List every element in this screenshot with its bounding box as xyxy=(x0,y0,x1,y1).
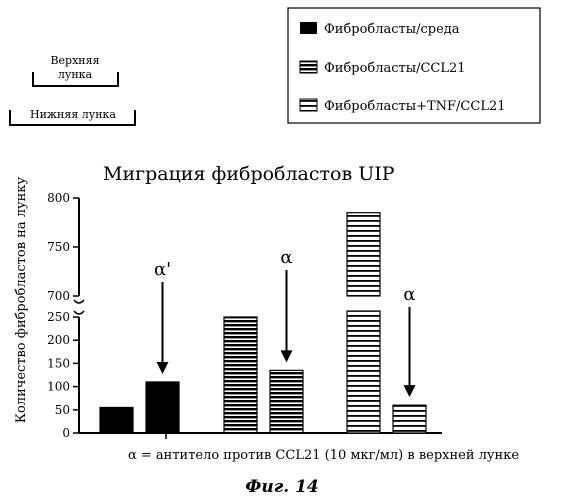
bar xyxy=(393,405,426,433)
upper-well-label-line2: лунка xyxy=(58,68,93,81)
bar xyxy=(224,317,257,433)
y-tick-label: 750 xyxy=(47,240,70,254)
legend-label-ccl21: Фибробласты/CCL21 xyxy=(324,61,466,76)
y-tick-label: 250 xyxy=(47,310,70,324)
legend-label-medium: Фибробласты/среда xyxy=(324,22,460,37)
footnote: α = антитело против CCL21 (10 мкг/мл) в … xyxy=(128,448,519,463)
annotation-arrow-head xyxy=(157,362,169,374)
transwell-diagram: Верхняя лунка Нижняя лунка xyxy=(10,54,135,125)
legend-label-tnf-ccl21: Фибробласты+TNF/CCL21 xyxy=(324,99,506,114)
figure-caption: Фиг. 14 xyxy=(245,477,319,497)
chart-title: Миграция фибробластов UIP xyxy=(103,163,395,185)
bar-upper-part xyxy=(347,213,380,296)
chart-bars xyxy=(100,213,426,433)
y-tick-label: 700 xyxy=(47,289,70,303)
legend-swatch-solid xyxy=(300,22,317,34)
bar xyxy=(100,407,133,433)
y-tick-label: 100 xyxy=(47,380,70,394)
y-tick-label: 200 xyxy=(47,333,70,347)
legend-swatch-dense-hatch xyxy=(300,61,317,73)
bar xyxy=(146,382,179,433)
legend: Фибробласты/среда Фибробласты/CCL21 Фибр… xyxy=(288,8,540,123)
annotation-label: α xyxy=(280,247,292,268)
axis-break-mark-top xyxy=(74,300,84,303)
legend-swatch-light-hatch xyxy=(300,99,317,111)
y-tick-label: 800 xyxy=(47,191,70,205)
y-tick-label: 150 xyxy=(47,356,70,370)
y-tick-label: 50 xyxy=(55,403,70,417)
axis-break-mark-bottom xyxy=(74,311,84,314)
annotation-label: α' xyxy=(154,259,171,280)
y-axis-label: Количество фибробластов на лунку xyxy=(14,177,29,423)
bar xyxy=(270,370,303,433)
annotation-arrow-head xyxy=(404,385,416,397)
annotation-label: α xyxy=(403,284,415,305)
lower-well-label: Нижняя лунка xyxy=(30,108,116,121)
y-tick-label: 0 xyxy=(62,426,70,440)
bar-lower-part xyxy=(347,311,380,433)
upper-well-label-line1: Верхняя xyxy=(50,54,99,67)
annotation-arrow-head xyxy=(281,350,293,362)
